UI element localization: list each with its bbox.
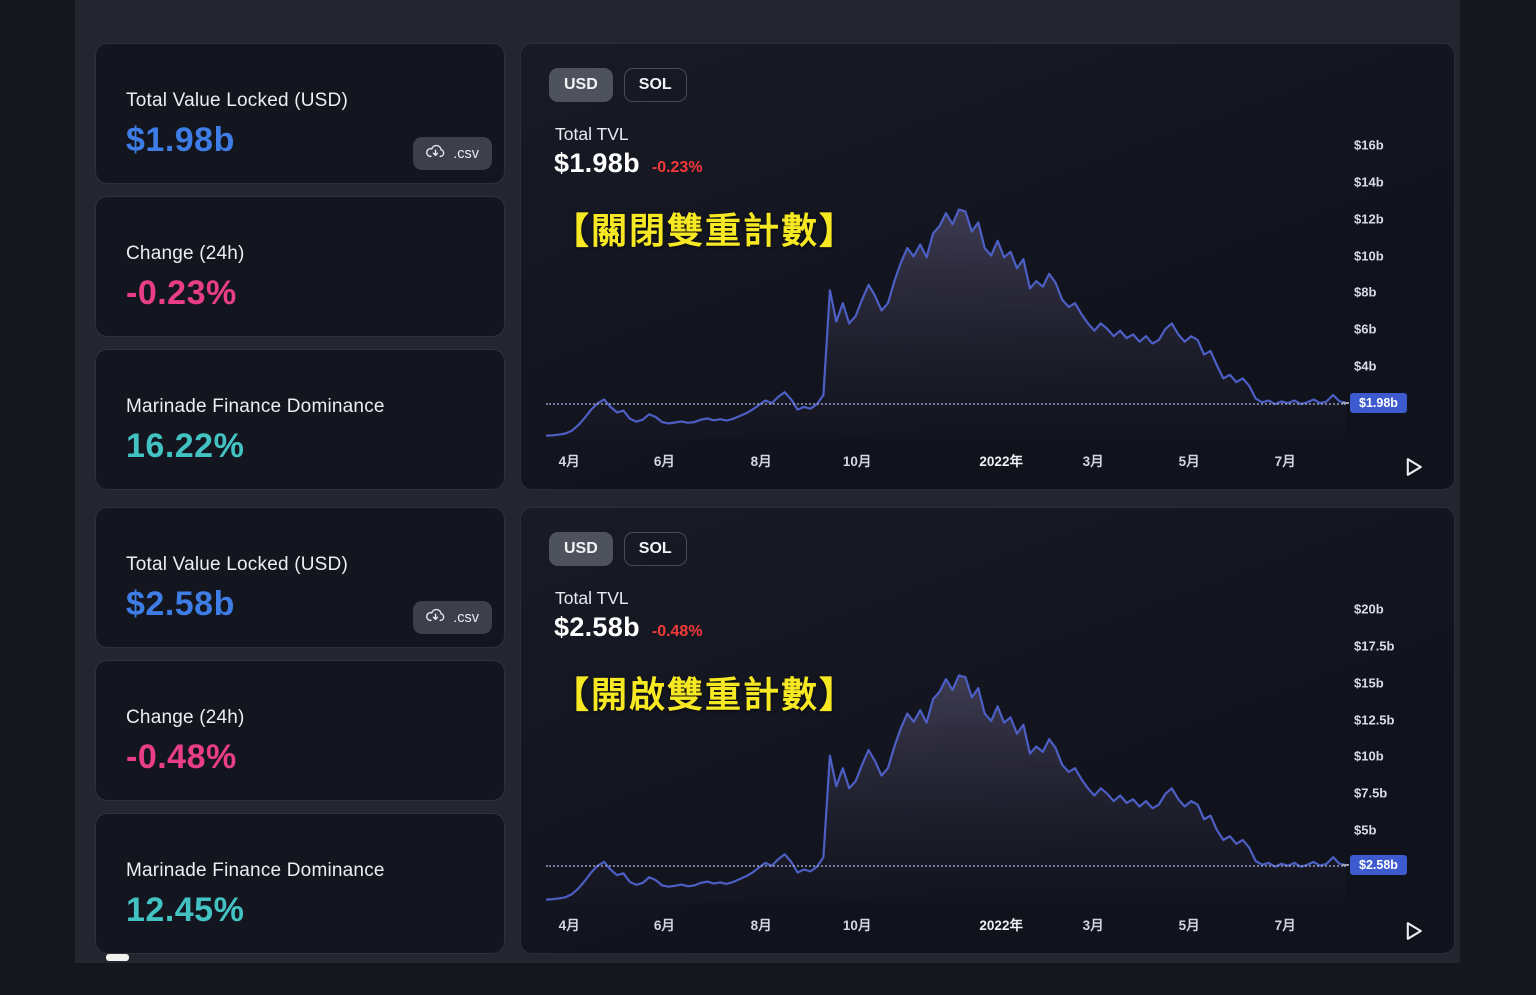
- stats-column: Total Value Locked (USD) $1.98b .csv Cha…: [95, 43, 505, 490]
- x-tick-label: 7月: [1274, 454, 1296, 469]
- annotation-text: 【關閉雙重計數】: [553, 210, 858, 251]
- chart-change-percent: -0.48%: [651, 623, 703, 640]
- section-doublecount-on: Total Value Locked (USD) $2.58b .csv Cha…: [95, 507, 1455, 954]
- tvl-area-chart[interactable]: [545, 138, 1347, 439]
- current-value-line: [546, 402, 1346, 405]
- x-tick-label: 4月: [558, 454, 580, 469]
- chart-title: Total TVL: [555, 588, 629, 608]
- download-csv-button[interactable]: .csv: [413, 601, 492, 634]
- tvl-chart-panel: USD SOL Total TVL $2.58b -0.48% 【開啟雙重計數】…: [520, 507, 1455, 954]
- y-tick-label: $16b: [1354, 137, 1384, 153]
- x-tick-label: 8月: [750, 454, 772, 469]
- dominance-card: Marinade Finance Dominance 16.22%: [95, 349, 505, 490]
- currency-toggle: USD SOL: [549, 68, 687, 102]
- usd-toggle-button[interactable]: USD: [549, 532, 613, 566]
- x-tick-label: 2022年: [979, 918, 1023, 933]
- tvl-value: $1.98b: [126, 121, 235, 159]
- y-tick-label: $14b: [1354, 174, 1384, 190]
- y-tick-label: $10b: [1354, 248, 1384, 263]
- current-value-line: [546, 865, 1346, 868]
- x-tick-label: 6月: [653, 918, 675, 933]
- change-label: Change (24h): [126, 243, 245, 264]
- annotation-text: 【開啟雙重計數】: [553, 674, 858, 715]
- y-tick-label: $5b: [1354, 822, 1377, 838]
- tvl-card: Total Value Locked (USD) $1.98b .csv: [95, 43, 505, 184]
- y-tick-label: $7.5b: [1354, 785, 1388, 801]
- x-tick-label: 5月: [1178, 918, 1200, 933]
- x-tick-label: 4月: [558, 918, 580, 933]
- y-tick-label: $12.5b: [1354, 712, 1395, 727]
- current-value-badge: $1.98b: [1350, 392, 1407, 413]
- play-icon: [1400, 921, 1426, 947]
- tvl-card: Total Value Locked (USD) $2.58b .csv: [95, 507, 505, 648]
- x-tick-label: 2022年: [979, 454, 1023, 469]
- y-tick-label: $8b: [1354, 284, 1377, 300]
- y-tick-label: $17.5b: [1354, 638, 1395, 654]
- chart-change-percent: -0.23%: [651, 159, 703, 176]
- chart-value-row: $2.58b -0.48%: [554, 612, 703, 643]
- y-axis: $20b $17.5b $15b $12.5b $10b $7.5b $5b $2.58b: [1342, 601, 1449, 903]
- chart-title: Total TVL: [555, 124, 629, 144]
- scroll-indicator: [106, 954, 129, 961]
- chart-current-value: $2.58b: [554, 612, 640, 642]
- x-tick-label: 3月: [1082, 454, 1104, 469]
- x-tick-label: 3月: [1082, 918, 1104, 933]
- section-doublecount-off: Total Value Locked (USD) $1.98b .csv Cha…: [95, 43, 1455, 490]
- y-tick-label: $10b: [1354, 748, 1384, 764]
- x-axis: 4月 6月 8月 10月 2022年 3月 5月 7月: [546, 450, 1346, 470]
- current-value-dash: [1342, 864, 1349, 867]
- currency-toggle: USD SOL: [549, 532, 687, 566]
- sol-toggle-button[interactable]: SOL: [623, 532, 687, 566]
- cloud-download-icon: [426, 144, 445, 163]
- x-tick-label: 6月: [653, 454, 675, 469]
- play-animation-button[interactable]: [1396, 915, 1430, 949]
- y-tick-label: $12b: [1354, 211, 1384, 227]
- y-axis: $16b $14b $12b $10b $8b $6b $4b $1.98b: [1342, 137, 1449, 439]
- x-tick-label: 7月: [1274, 918, 1296, 933]
- play-icon: [1400, 457, 1426, 483]
- x-tick-label: 10月: [842, 918, 872, 933]
- tvl-area-chart[interactable]: [545, 602, 1347, 903]
- y-tick-label: $4b: [1354, 358, 1377, 374]
- dominance-value: 12.45%: [126, 891, 245, 929]
- chart-current-value: $1.98b: [554, 148, 640, 178]
- y-tick-label: $20b: [1354, 601, 1384, 617]
- defi-dashboard: Total Value Locked (USD) $1.98b .csv Cha…: [75, 0, 1460, 963]
- area-fill: [546, 209, 1346, 439]
- tvl-label: Total Value Locked (USD): [126, 90, 348, 111]
- change-value: -0.23%: [126, 274, 237, 312]
- tvl-label: Total Value Locked (USD): [126, 554, 348, 575]
- tvl-chart-panel: USD SOL Total TVL $1.98b -0.23% 【關閉雙重計數】…: [520, 43, 1455, 490]
- tvl-value: $2.58b: [126, 585, 235, 623]
- y-tick-label: $6b: [1354, 321, 1377, 337]
- current-value-dash: [1342, 401, 1349, 404]
- x-tick-label: 8月: [750, 918, 772, 933]
- chart-value-row: $1.98b -0.23%: [554, 148, 703, 179]
- dominance-card: Marinade Finance Dominance 12.45%: [95, 813, 505, 954]
- stats-column: Total Value Locked (USD) $2.58b .csv Cha…: [95, 507, 505, 954]
- change-value: -0.48%: [126, 738, 237, 776]
- area-fill: [546, 675, 1346, 903]
- dominance-label: Marinade Finance Dominance: [126, 860, 385, 881]
- cloud-download-icon: [426, 608, 445, 627]
- tvl-line: [545, 674, 1347, 901]
- download-csv-button[interactable]: .csv: [413, 137, 492, 170]
- play-animation-button[interactable]: [1396, 451, 1430, 485]
- x-axis: 4月 6月 8月 10月 2022年 3月 5月 7月: [546, 914, 1346, 934]
- change-label: Change (24h): [126, 707, 245, 728]
- change-card: Change (24h) -0.23%: [95, 196, 505, 337]
- tvl-line: [545, 208, 1347, 437]
- y-tick-label: $15b: [1354, 675, 1384, 691]
- dominance-value: 16.22%: [126, 427, 245, 465]
- current-value-badge: $2.58b: [1350, 855, 1407, 876]
- dominance-label: Marinade Finance Dominance: [126, 396, 385, 417]
- x-tick-label: 5月: [1178, 454, 1200, 469]
- csv-label: .csv: [453, 145, 479, 162]
- change-card: Change (24h) -0.48%: [95, 660, 505, 801]
- csv-label: .csv: [453, 609, 479, 626]
- x-tick-label: 10月: [842, 454, 872, 469]
- usd-toggle-button[interactable]: USD: [549, 68, 613, 102]
- sol-toggle-button[interactable]: SOL: [623, 68, 687, 102]
